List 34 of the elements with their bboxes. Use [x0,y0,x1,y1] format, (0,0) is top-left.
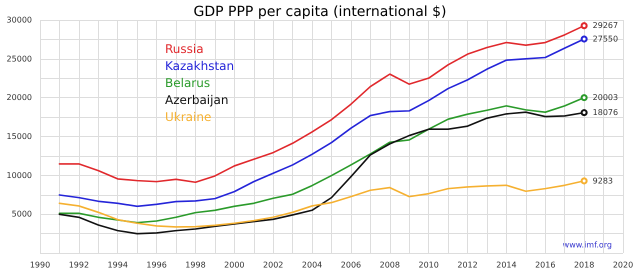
x-tick-label: 2010 [418,260,439,270]
chart-title: GDP PPP per capita (international $) [194,4,446,20]
x-tick-label: 2002 [263,260,284,270]
x-tick-label: 1990 [30,260,50,270]
text: Kazakhstan [165,59,234,73]
data-label: 9283 [592,176,613,186]
x-tick-label: 2020 [612,260,634,270]
text: Russia [165,42,204,56]
x-tick-label: 1996 [146,260,167,270]
x-tick-label: 2008 [380,260,400,270]
data-label: 27550 [592,34,618,44]
data-label: 18076 [592,108,618,118]
x-tick-label: 2006 [340,260,362,270]
y-tick-label: 20000 [6,93,32,102]
text: Belarus [165,76,210,90]
data-label: 29267 [592,21,618,30]
text: Ukraine [165,110,212,124]
data-label: 20003 [592,93,618,102]
x-tick-label: 2012 [457,260,478,270]
x-tick-label: 2016 [535,260,556,270]
y-tick-label: 25000 [6,54,32,64]
x-tick-label: 2018 [574,260,594,270]
y-tick-label: 30000 [6,16,32,24]
x-tick-label: 2014 [496,260,517,270]
y-tick-label: 10000 [6,170,32,180]
y-tick-label: 15000 [6,132,32,141]
x-tick-label: 1994 [108,260,128,270]
x-tick-label: 1998 [185,260,206,270]
x-tick-label: 1992 [68,260,90,270]
annotation: www.imf.org [562,240,612,250]
y-tick-label: 5000 [12,210,32,219]
x-tick-label: 2000 [224,260,245,270]
x-tick-label: 2004 [302,260,322,270]
text: Azerbaijan [165,93,228,107]
